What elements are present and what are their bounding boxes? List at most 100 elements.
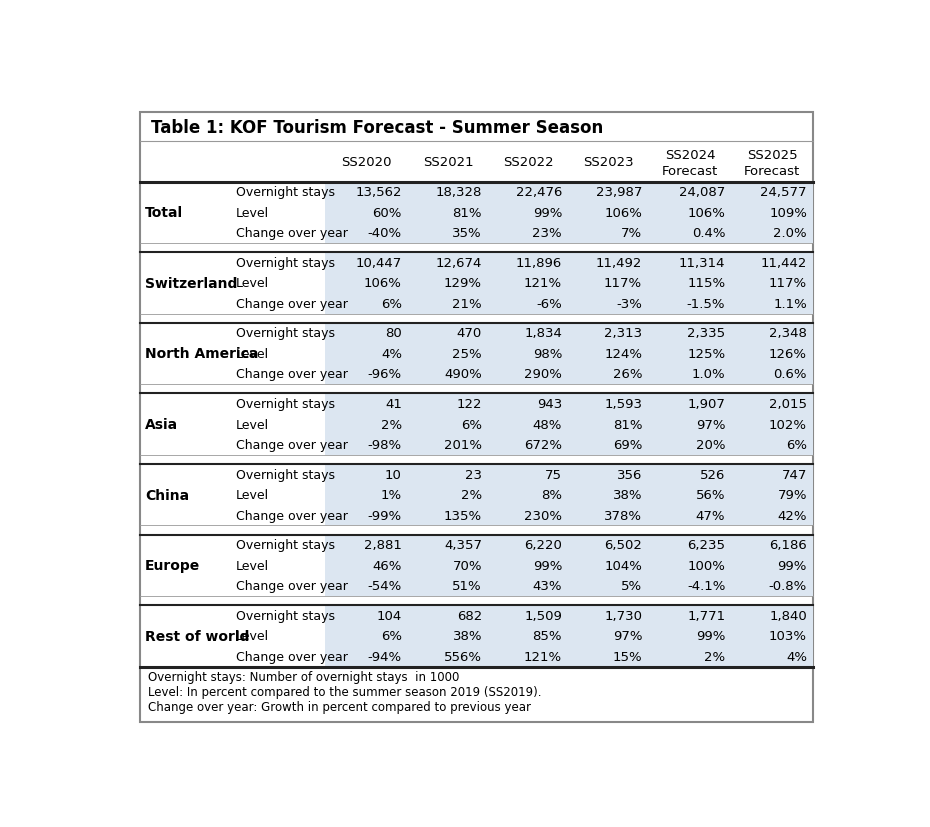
Text: Overnight stays: Overnight stays: [235, 468, 335, 481]
Text: 2,881: 2,881: [364, 538, 402, 552]
Text: 0.4%: 0.4%: [692, 227, 725, 240]
Text: 126%: 126%: [769, 347, 807, 361]
Text: Table 1: KOF Tourism Forecast - Summer Season: Table 1: KOF Tourism Forecast - Summer S…: [151, 119, 604, 136]
Text: 125%: 125%: [687, 347, 725, 361]
Text: 106%: 106%: [604, 207, 643, 219]
Text: 490%: 490%: [445, 368, 482, 381]
Text: SS2024: SS2024: [665, 149, 715, 161]
Text: 106%: 106%: [364, 277, 402, 290]
Text: -1.5%: -1.5%: [687, 298, 725, 310]
Text: 1.0%: 1.0%: [692, 368, 725, 381]
Bar: [325, 535, 813, 596]
Text: 20%: 20%: [696, 438, 725, 452]
Text: 2%: 2%: [461, 489, 482, 502]
Text: 290%: 290%: [525, 368, 562, 381]
Text: 102%: 102%: [769, 418, 807, 431]
Text: 100%: 100%: [687, 559, 725, 572]
Text: 556%: 556%: [444, 650, 482, 663]
Text: 6%: 6%: [786, 438, 807, 452]
Text: 23: 23: [465, 468, 482, 481]
Text: 943: 943: [537, 398, 562, 410]
Text: 117%: 117%: [604, 277, 643, 290]
Text: 1,593: 1,593: [604, 398, 643, 410]
Text: 1.1%: 1.1%: [773, 298, 807, 310]
Text: -99%: -99%: [367, 509, 402, 522]
Text: 70%: 70%: [453, 559, 482, 572]
Text: 13,562: 13,562: [355, 186, 402, 199]
Text: Level: Level: [235, 559, 269, 572]
Text: 129%: 129%: [444, 277, 482, 290]
Text: Level: Level: [235, 347, 269, 361]
Text: 2,313: 2,313: [604, 327, 643, 340]
Text: 6,186: 6,186: [769, 538, 807, 552]
Text: 42%: 42%: [777, 509, 807, 522]
Text: 56%: 56%: [696, 489, 725, 502]
Text: Change over year: Change over year: [235, 509, 348, 522]
Text: -98%: -98%: [367, 438, 402, 452]
Text: 682: 682: [457, 609, 482, 622]
Text: 124%: 124%: [604, 347, 643, 361]
Text: SS2023: SS2023: [583, 155, 633, 169]
Bar: [325, 182, 813, 244]
Text: 48%: 48%: [533, 418, 562, 431]
Text: 0.6%: 0.6%: [774, 368, 807, 381]
Text: 109%: 109%: [769, 207, 807, 219]
Text: Level: Level: [235, 629, 269, 643]
Bar: [325, 253, 813, 314]
Text: Level: Level: [235, 277, 269, 290]
Text: 23%: 23%: [533, 227, 562, 240]
Text: 97%: 97%: [613, 629, 643, 643]
Text: 106%: 106%: [687, 207, 725, 219]
Text: 11,492: 11,492: [596, 256, 643, 270]
Text: Overnight stays: Number of overnight stays  in 1000: Overnight stays: Number of overnight sta…: [148, 671, 459, 683]
Text: Change over year: Growth in percent compared to previous year: Change over year: Growth in percent comp…: [148, 700, 531, 713]
Text: 4%: 4%: [786, 650, 807, 663]
Text: 526: 526: [700, 468, 725, 481]
Text: -54%: -54%: [367, 580, 402, 593]
Text: North America: North America: [145, 347, 259, 361]
Text: 99%: 99%: [696, 629, 725, 643]
Text: 85%: 85%: [533, 629, 562, 643]
Text: 1,834: 1,834: [525, 327, 562, 340]
Text: 230%: 230%: [525, 509, 562, 522]
Text: 2%: 2%: [380, 418, 402, 431]
Text: Overnight stays: Overnight stays: [235, 538, 335, 552]
Text: 104%: 104%: [604, 559, 643, 572]
Text: 75: 75: [545, 468, 562, 481]
Text: 81%: 81%: [453, 207, 482, 219]
Text: -40%: -40%: [367, 227, 402, 240]
Text: Overnight stays: Overnight stays: [235, 398, 335, 410]
Text: 470: 470: [457, 327, 482, 340]
Text: Overnight stays: Overnight stays: [235, 186, 335, 199]
Text: 47%: 47%: [696, 509, 725, 522]
Text: 672%: 672%: [525, 438, 562, 452]
Text: 26%: 26%: [613, 368, 643, 381]
Text: Overnight stays: Overnight stays: [235, 327, 335, 340]
Text: 6,502: 6,502: [604, 538, 643, 552]
Text: 46%: 46%: [373, 559, 402, 572]
Text: 15%: 15%: [613, 650, 643, 663]
Text: 1,730: 1,730: [604, 609, 643, 622]
Text: 11,896: 11,896: [516, 256, 562, 270]
Text: 79%: 79%: [777, 489, 807, 502]
Text: -0.8%: -0.8%: [769, 580, 807, 593]
Text: 117%: 117%: [769, 277, 807, 290]
Text: -96%: -96%: [367, 368, 402, 381]
Text: Change over year: Change over year: [235, 298, 348, 310]
Text: 6%: 6%: [381, 629, 402, 643]
Text: -3%: -3%: [617, 298, 643, 310]
Text: 99%: 99%: [533, 559, 562, 572]
Text: 99%: 99%: [533, 207, 562, 219]
Text: 2,335: 2,335: [687, 327, 725, 340]
Text: 115%: 115%: [687, 277, 725, 290]
Text: Level: Level: [235, 207, 269, 219]
Text: 25%: 25%: [452, 347, 482, 361]
Text: 356: 356: [617, 468, 643, 481]
Text: 60%: 60%: [373, 207, 402, 219]
Text: 51%: 51%: [452, 580, 482, 593]
Text: 8%: 8%: [541, 489, 562, 502]
Text: 38%: 38%: [613, 489, 643, 502]
Text: 43%: 43%: [533, 580, 562, 593]
Text: 12,674: 12,674: [435, 256, 482, 270]
Text: Change over year: Change over year: [235, 227, 348, 240]
